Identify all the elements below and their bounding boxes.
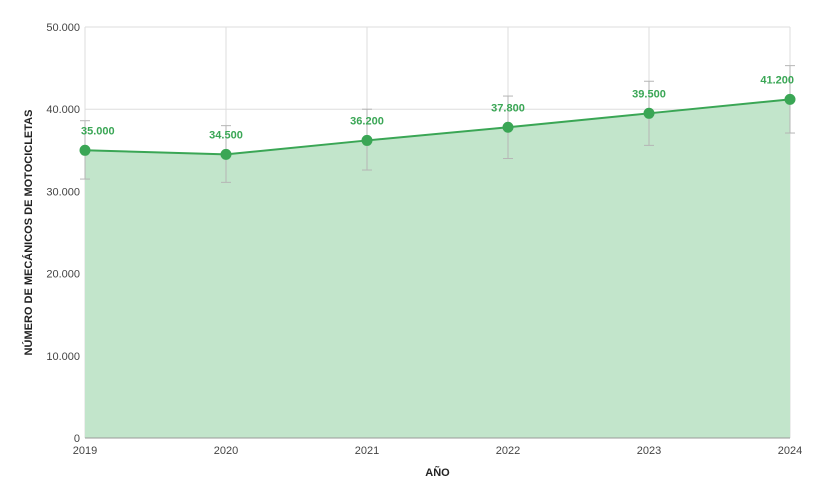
y-tick-label: 50.000 [46,22,80,34]
y-tick-label: 30.000 [46,186,80,198]
series-area [85,99,790,438]
area-layer [84,98,791,439]
x-tick-label: 2022 [496,445,520,457]
data-point [361,134,373,146]
x-tick-label: 2024 [778,445,802,457]
x-axis-title: AÑO [425,466,450,479]
y-axis-title: NÚMERO DE MECÁNICOS DE MOTOCICLETAS [22,110,35,356]
data-point [643,107,655,119]
data-point [79,144,91,156]
data-label: 41.200 [760,74,794,86]
data-point [502,121,514,133]
data-point [784,93,796,105]
data-points [79,93,796,160]
y-tick-label: 0 [74,433,80,445]
y-tick-label: 10.000 [46,351,80,363]
data-label: 37.800 [491,102,525,114]
data-label: 39.500 [632,88,666,100]
y-tick-label: 20.000 [46,269,80,281]
x-tick-label: 2020 [214,445,238,457]
x-tick-label: 2023 [637,445,661,457]
data-label: 34.500 [209,129,243,141]
x-tick-label: 2019 [73,445,97,457]
series-line [84,98,791,156]
x-tick-label: 2021 [355,445,379,457]
data-point [220,148,232,160]
data-labels: 35.000 34.500 36.200 37.800 39.500 41.200 [81,74,794,141]
y-tick-label: 40.000 [46,104,80,116]
data-label: 35.000 [81,125,115,137]
data-label: 36.200 [350,115,384,127]
tick-labels: 0 10.000 20.000 30.000 40.000 50.000 2019 2020 2… [46,22,802,457]
